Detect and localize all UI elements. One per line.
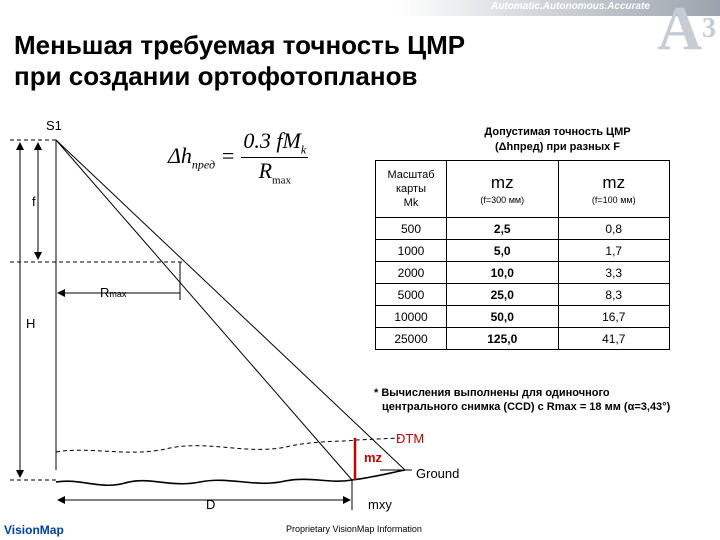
page-title: Меньшая требуемая точность ЦМР при созда…: [14, 30, 465, 92]
table-row: 5000 25,0 8,3: [375, 283, 670, 306]
ground-surface: [55, 469, 406, 487]
dtm-surface: [55, 437, 401, 453]
dtm-label: DTM: [396, 431, 425, 446]
mxy-label: mxy: [368, 497, 392, 512]
table-row: 2000 10,0 3,3: [375, 261, 670, 284]
calculation-note: * Вычисления выполнены для одиночного це…: [374, 387, 671, 413]
top-band: [0, 0, 720, 16]
accuracy-table: Масштаб карты Mk mz (f=300 мм) mz (f=100 м…: [375, 160, 670, 350]
table-row: 25000 125,0 41,7: [375, 327, 670, 350]
scale-header: Масштаб карты Mk: [375, 160, 447, 218]
accuracy-table-box: Допустимая точность ЦМР (Δhпред) при раз…: [375, 119, 670, 370]
mz-label: mz: [364, 450, 383, 465]
mz-header-300: mz (f=300 мм): [446, 160, 559, 218]
visionmap-logo: VisionMap: [4, 523, 64, 537]
ground-label: Ground: [416, 466, 460, 481]
ray-inner: [55, 139, 353, 481]
mz-header-100: mz (f=100 мм): [557, 160, 670, 218]
table-row: 500 2,5 0,8: [375, 217, 670, 240]
h-label: H: [26, 316, 36, 331]
ray-outer: [55, 139, 406, 471]
table-heading: Допустимая точность ЦМР (Δhпред) при раз…: [484, 126, 631, 153]
accuracy-formula: Δhпред = 0.3 fMk Rmax: [168, 128, 309, 187]
table-row: 10000 50,0 16,7: [375, 305, 670, 328]
rmax-label: Rmax: [100, 285, 127, 300]
f-label: f: [32, 194, 36, 209]
title-line-1: Меньшая требуемая точность ЦМР: [14, 30, 466, 60]
footer-text: Proprietary VisionMap Information: [286, 524, 422, 534]
s1-label: S1: [46, 118, 62, 133]
tagline: Automatic.Autonomous.Accurate: [491, 1, 650, 12]
table-row: 1000 5,0 1,7: [375, 239, 670, 262]
title-line-2: при создании ортофотопланов: [14, 61, 418, 91]
d-label: D: [206, 497, 216, 512]
a3-logo: A3: [657, 0, 716, 63]
